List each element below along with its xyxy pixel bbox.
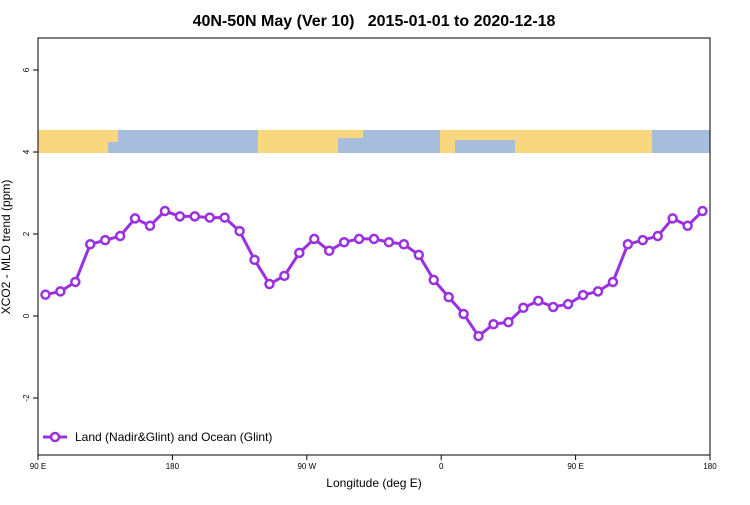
y-tick-label: -2: [22, 394, 31, 402]
data-point: [219, 212, 230, 223]
data-point: [353, 233, 365, 245]
x-tick-label: 180: [703, 462, 717, 471]
data-point: [279, 270, 290, 282]
data-point: [413, 249, 425, 261]
map-strip: [38, 130, 710, 153]
data-point: [533, 295, 544, 307]
data-point: [55, 286, 66, 297]
legend-marker: [49, 431, 61, 443]
y-tick-label: 0: [22, 313, 31, 318]
data-point: [577, 289, 589, 301]
data-point: [607, 276, 619, 288]
data-point: [667, 213, 678, 224]
data-point: [234, 225, 245, 237]
data-point: [144, 220, 156, 232]
data-point: [174, 211, 186, 222]
data-point: [562, 298, 574, 310]
y-axis-label: XCO2 - MLO trend (ppm): [0, 180, 13, 315]
y-tick-label: 4: [22, 149, 31, 154]
data-point: [622, 238, 634, 250]
data-point: [129, 213, 141, 224]
data-point: [70, 276, 81, 288]
data-point: [428, 274, 439, 286]
data-point: [338, 236, 350, 248]
x-axis-label: Longitude (deg E): [326, 476, 421, 490]
y-tick-label: 2: [22, 231, 31, 236]
x-tick-label: 90 W: [297, 462, 316, 471]
data-point: [114, 230, 126, 242]
plot-frame: [37, 37, 711, 456]
data-point: [473, 330, 484, 342]
data-point: [85, 238, 96, 250]
data-point: [204, 212, 215, 223]
data-point: [294, 247, 305, 259]
data-point: [159, 205, 171, 217]
data-point: [249, 254, 260, 266]
data-point: [547, 301, 559, 313]
legend-label: Land (Nadir&Glint) and Ocean (Glint): [75, 430, 272, 444]
x-tick-label: 180: [166, 462, 180, 471]
data-point: [697, 205, 708, 217]
data-point: [488, 318, 499, 330]
data-point: [652, 230, 663, 242]
data-point: [383, 236, 395, 248]
x-tick-label: 90 E: [567, 462, 583, 471]
data-point: [189, 211, 201, 222]
y-tick-label: 6: [22, 67, 31, 72]
data-point: [518, 302, 529, 314]
data-point: [637, 234, 649, 246]
data-point: [503, 316, 514, 328]
series-line: [45, 209, 704, 339]
data-point: [682, 220, 693, 232]
data-point: [323, 245, 335, 257]
data-point: [264, 278, 275, 290]
data-point: [40, 289, 51, 300]
data-point: [368, 233, 380, 245]
data-point: [458, 308, 469, 320]
chart-title: 40N-50N May (Ver 10) 2015-01-01 to 2020-…: [193, 13, 556, 30]
data-point: [443, 291, 454, 303]
x-tick-label: 0: [439, 462, 444, 471]
data-point: [309, 233, 320, 245]
data-point: [592, 286, 604, 297]
x-tick-label: 90 E: [30, 462, 46, 471]
data-point: [398, 238, 410, 250]
data-point: [99, 234, 111, 246]
